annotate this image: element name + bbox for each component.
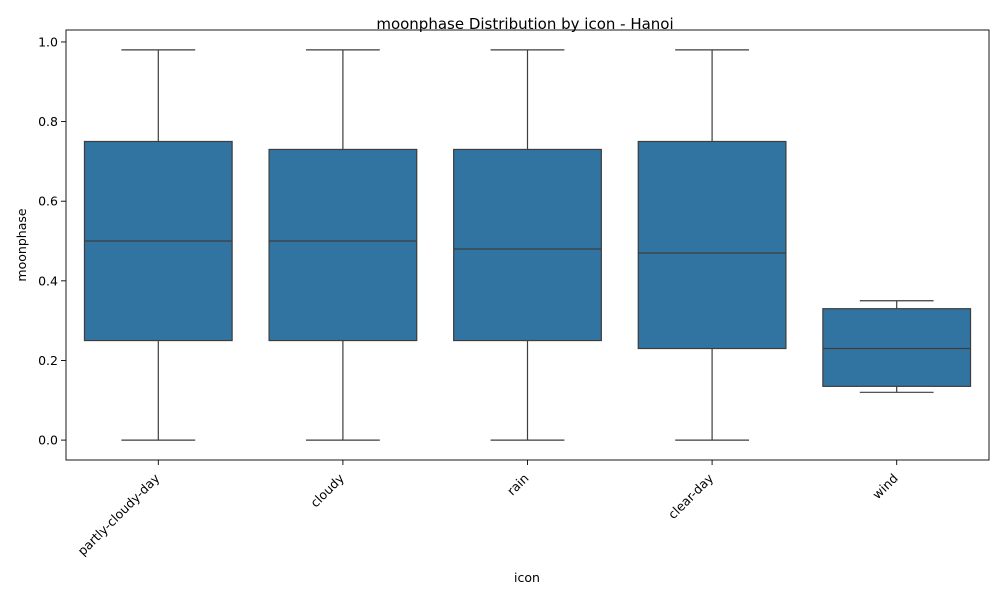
iqr-box bbox=[637, 140, 787, 350]
box-clear-day bbox=[637, 49, 787, 441]
box-wind bbox=[822, 300, 972, 393]
iqr-box bbox=[268, 148, 418, 342]
chart-title: moonphase Distribution by icon - Hanoi bbox=[376, 15, 673, 33]
y-tick-label: 0.8 bbox=[38, 114, 58, 129]
iqr-box bbox=[453, 148, 602, 342]
y-tick-label: 0.4 bbox=[38, 273, 58, 288]
x-axis: partly-cloudy-day cloudy rain clear-day wind bbox=[75, 460, 901, 558]
iqr-box bbox=[822, 308, 972, 387]
y-tick-label: 0.2 bbox=[38, 353, 58, 368]
box-cloudy bbox=[268, 49, 418, 441]
y-tick-label: 0.6 bbox=[38, 194, 58, 209]
plot-area bbox=[83, 49, 972, 441]
y-axis-label: moonphase bbox=[14, 208, 29, 281]
x-tick-label: partly-cloudy-day bbox=[75, 470, 163, 558]
y-axis: 0.0 0.2 0.4 0.6 0.8 1.0 bbox=[38, 34, 66, 448]
y-tick-label: 0.0 bbox=[38, 433, 58, 448]
x-tick-label: rain bbox=[504, 471, 532, 499]
y-tick-label: 1.0 bbox=[38, 34, 58, 49]
box-rain bbox=[453, 49, 602, 441]
x-axis-label: icon bbox=[514, 570, 540, 585]
box-partly-cloudy-day bbox=[83, 49, 233, 441]
x-tick-label: wind bbox=[869, 471, 901, 503]
x-tick-label: clear-day bbox=[665, 470, 717, 522]
x-tick-label: cloudy bbox=[307, 470, 347, 510]
